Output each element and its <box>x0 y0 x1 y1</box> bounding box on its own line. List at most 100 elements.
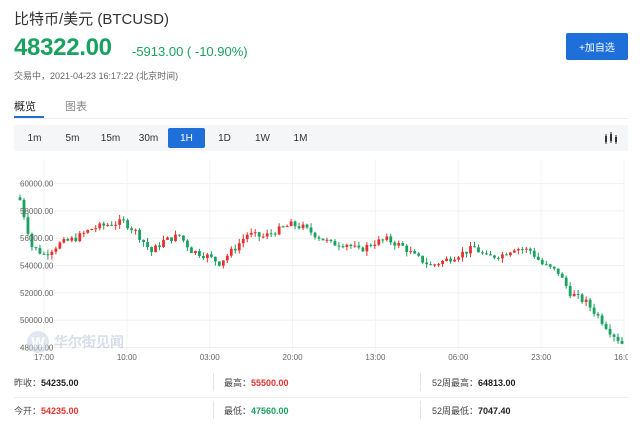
candle-up <box>162 239 165 247</box>
candle-down <box>182 235 185 241</box>
candle-down <box>305 224 309 228</box>
period-toolbar: 1m 5m 15m 30m 1H 1D 1W 1M <box>14 125 628 151</box>
candle-up <box>325 239 329 241</box>
stats-row: 今开：54235.00 最低：47560.00 52周最低：7047.40 <box>14 397 628 422</box>
candle-down <box>34 247 38 249</box>
candle-down <box>273 233 277 235</box>
candle-down <box>329 239 333 241</box>
candle-down <box>18 197 22 201</box>
candlestick-bars-icon[interactable] <box>600 128 622 148</box>
candle-up <box>397 243 401 246</box>
x-tick-label: 06:00 <box>448 353 469 362</box>
period-1m[interactable]: 1m <box>27 132 42 144</box>
x-tick-label: 20:00 <box>283 353 304 362</box>
candle-down <box>233 248 237 251</box>
candle-down <box>616 336 620 341</box>
candle-down <box>568 286 572 297</box>
tab-overview[interactable]: 概览 <box>14 101 36 113</box>
candle-down <box>349 244 353 247</box>
candle-up <box>114 224 118 226</box>
period-1d[interactable]: 1D <box>218 132 231 144</box>
x-axis-labels: 17:00 10:00 03:00 20:00 13:00 06:00 23:00 16:00 <box>34 353 635 362</box>
candle-up <box>437 264 441 266</box>
candle-down <box>146 242 149 248</box>
candle-up <box>261 236 265 238</box>
candle-up <box>245 234 249 239</box>
candle-down <box>313 232 317 238</box>
candle-down <box>381 239 385 241</box>
candle-down <box>536 256 540 260</box>
candle-down <box>477 247 480 253</box>
candle-down <box>281 226 285 228</box>
candle-up <box>277 226 281 235</box>
period-1h[interactable]: 1H <box>168 128 205 148</box>
candle-down <box>485 253 488 255</box>
price-chart[interactable]: 60000.00 58000.00 56000.00 54000.00 52000.00… <box>14 157 635 365</box>
candle-up <box>82 232 86 234</box>
period-5m[interactable]: 5m <box>65 132 80 144</box>
candle-down <box>465 251 468 254</box>
candle-down <box>425 262 429 265</box>
period-30m[interactable]: 30m <box>138 132 159 144</box>
candles <box>18 194 624 345</box>
candle-down <box>158 245 161 247</box>
candle-down <box>201 255 205 258</box>
candle-up <box>50 251 54 255</box>
candle-down <box>297 226 301 229</box>
candle-down <box>22 200 26 218</box>
candle-up <box>54 248 58 252</box>
candle-down <box>130 228 134 231</box>
stat-open: 今开：54235.00 <box>14 406 79 416</box>
active-tab-indicator <box>14 116 44 118</box>
candle-down <box>26 217 30 234</box>
candle-down <box>126 220 130 229</box>
stat-52w-low: 52周最低：7047.40 <box>432 406 511 416</box>
candle-down <box>269 233 273 235</box>
candle-down <box>552 266 556 269</box>
candle-down <box>493 255 496 258</box>
candle-down <box>576 293 580 295</box>
candle-up <box>289 221 293 227</box>
candle-down <box>413 251 417 254</box>
y-tick-label: 56000.00 <box>20 234 54 243</box>
candle-down <box>369 244 373 246</box>
candle-down <box>596 313 600 316</box>
candle-down <box>540 259 544 265</box>
stat-separator <box>213 401 214 419</box>
period-15m[interactable]: 15m <box>100 132 121 144</box>
x-tick-label: 16:00 <box>614 353 628 362</box>
y-tick-label: 60000.00 <box>20 180 54 189</box>
current-price: 48322.00 <box>14 34 112 61</box>
stat-separator <box>420 401 421 419</box>
y-tick-label: 54000.00 <box>20 262 54 271</box>
candle-up <box>106 224 110 226</box>
candle-up <box>377 239 381 245</box>
tab-chart[interactable]: 图表 <box>65 101 87 113</box>
period-1mo[interactable]: 1M <box>293 132 308 144</box>
candle-down <box>74 237 78 242</box>
watermark-logo: W 华尔街见闻 <box>27 331 124 353</box>
x-tick-label: 03:00 <box>200 353 221 362</box>
candle-up <box>194 251 197 254</box>
candle-down <box>110 224 114 226</box>
candle-down <box>321 238 325 241</box>
add-to-watchlist-button[interactable]: +加自选 <box>566 33 628 60</box>
candle-up <box>78 233 82 242</box>
candle-up <box>441 260 444 265</box>
candle-up <box>301 224 305 229</box>
candle-up <box>94 228 98 230</box>
candle-up <box>345 244 349 247</box>
x-tick-label: 10:00 <box>117 353 138 362</box>
period-1w[interactable]: 1W <box>255 132 270 144</box>
candle-down <box>401 243 405 246</box>
candle-down <box>46 254 50 256</box>
candle-up <box>461 251 464 258</box>
candle-up <box>524 248 528 250</box>
candle-up <box>385 236 389 240</box>
candle-up <box>86 230 90 233</box>
candle-up <box>134 229 138 231</box>
candle-down <box>217 261 221 266</box>
candle-down <box>608 328 612 335</box>
candle-up <box>229 248 233 256</box>
candle-up <box>174 234 177 242</box>
